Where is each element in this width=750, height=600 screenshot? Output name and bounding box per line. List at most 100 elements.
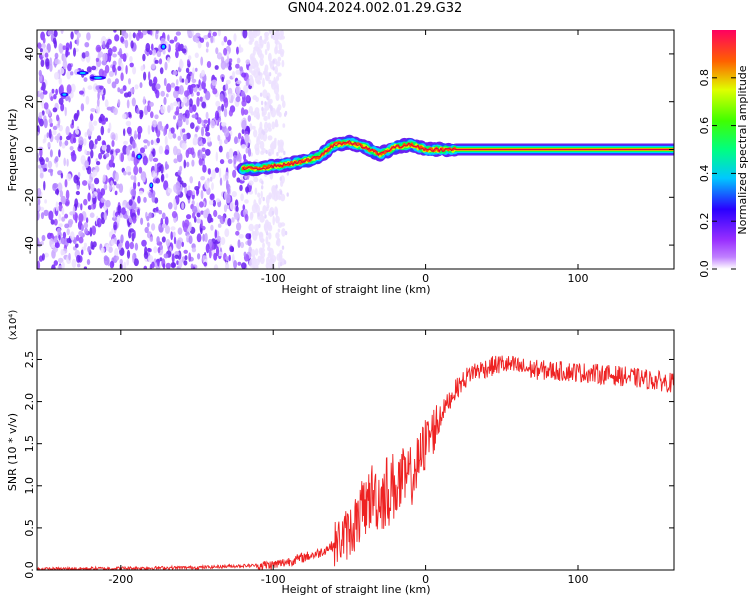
heatmap-cell: [259, 210, 264, 217]
heatmap-cell: [132, 216, 137, 224]
heatmap-cell: [150, 139, 154, 145]
heatmap-cell: [265, 149, 268, 155]
heatmap-cell: [279, 141, 284, 152]
heatmap-cell: [218, 145, 223, 153]
heatmap-cell: [93, 120, 98, 126]
heatmap-cell: [216, 52, 223, 60]
heatmap-cell: [277, 145, 281, 154]
heatmap-cell: [153, 76, 158, 85]
heatmap-cell: [143, 265, 148, 269]
heatmap-cell: [228, 254, 231, 262]
heatmap-cell: [58, 149, 61, 158]
heatmap-cell: [223, 204, 228, 213]
figure-title: GN04.2024.002.01.29.G32: [287, 1, 463, 16]
heatmap-cell: [82, 138, 87, 146]
heatmap-cell: [205, 148, 211, 156]
heatmap-cell: [121, 207, 126, 215]
heatmap-cell: [40, 99, 44, 107]
heatmap-cell: [240, 107, 245, 116]
heatmap-cell: [271, 255, 277, 263]
heatmap-cell: [259, 53, 264, 60]
heatmap-cell: [89, 113, 94, 122]
heatmap-cell: [280, 222, 286, 227]
heatmap-cell: [160, 164, 164, 174]
heatmap-cell: [254, 143, 260, 152]
heatmap-cell: [106, 106, 113, 111]
heatmap-cell: [252, 65, 256, 70]
heatmap-cell: [258, 197, 262, 205]
heatmap-cell: [152, 157, 159, 162]
heatmap-cell: [233, 136, 238, 145]
heatmap-cell: [197, 253, 201, 260]
heatmap-cell: [100, 188, 106, 196]
heatmap-cell: [53, 237, 58, 243]
heatmap-cell: [52, 129, 57, 136]
heatmap-cell: [123, 140, 129, 146]
heatmap-cell: [43, 102, 49, 110]
heatmap-cell: [39, 158, 45, 166]
heatmap-cell: [224, 139, 228, 145]
heatmap-cell: [266, 231, 269, 236]
heatmap-cell: [184, 255, 188, 261]
heatmap-cell: [205, 132, 211, 137]
heatmap-cell: [268, 232, 272, 240]
heatmap-cell: [177, 176, 182, 183]
ridge-line-layer: [242, 140, 674, 171]
heatmap-cell: [264, 214, 267, 219]
heatmap-cell: [140, 147, 145, 154]
heatmap-cell: [222, 214, 226, 222]
heatmap-cell: [66, 51, 70, 56]
heatmap-cell: [70, 83, 76, 93]
heatmap-cell: [272, 186, 277, 195]
heatmap-cell: [152, 148, 156, 158]
heatmap-cell: [258, 223, 261, 229]
heatmap-cell: [113, 181, 117, 186]
heatmap-cell: [237, 132, 242, 140]
heatmap-cell: [131, 150, 135, 159]
heatmap-cell: [235, 63, 240, 69]
heatmap-cell: [60, 249, 64, 256]
heatmap-cell: [55, 201, 59, 212]
heatmap-cell: [271, 121, 276, 130]
heatmap-cell: [69, 211, 74, 216]
heatmap-cell: [130, 175, 135, 180]
heatmap-cell: [80, 203, 83, 211]
heatmap-cell: [192, 212, 196, 219]
heatmap-cell: [84, 160, 89, 169]
heatmap-cell: [268, 151, 271, 156]
heatmap-cell: [220, 122, 227, 127]
heatmap-cell: [215, 47, 219, 55]
colorbar: 0.0 0.2 0.4 0.6 0.8 Normalized spectral ampl…: [698, 30, 749, 278]
spectrogram-y-tick-label: -40: [23, 236, 36, 254]
heatmap-cell: [37, 237, 40, 247]
snr-y-tick-label: 1.0: [23, 477, 36, 495]
heatmap-cell: [97, 91, 100, 100]
heatmap-cell: [149, 101, 154, 107]
heatmap-cell: [190, 122, 195, 129]
heatmap-cell: [202, 233, 206, 242]
heatmap-cell: [172, 133, 177, 139]
heatmap-cell: [174, 86, 180, 92]
heatmap-cell: [101, 120, 106, 125]
heatmap-cell: [165, 262, 171, 269]
heatmap-cell: [142, 96, 146, 106]
heatmap-cell: [186, 161, 190, 168]
heatmap-cell: [176, 148, 181, 156]
heatmap-cell: [39, 48, 43, 53]
heatmap-cell: [237, 239, 241, 249]
heatmap-cell: [245, 59, 251, 65]
heatmap-cell: [58, 204, 63, 212]
heatmap-cell: [231, 191, 237, 198]
heatmap-cell: [130, 188, 137, 197]
heatmap-cell: [275, 93, 280, 101]
heatmap-cell: [264, 31, 270, 37]
heatmap-cell: [143, 71, 147, 81]
heatmap-cell: [59, 44, 64, 54]
heatmap-cell: [160, 90, 165, 97]
heatmap-cell: [279, 190, 283, 195]
heatmap-cell: [206, 124, 210, 132]
heatmap-cell: [236, 153, 242, 162]
heatmap-cell: [60, 103, 65, 112]
heatmap-cell: [84, 132, 88, 138]
heatmap-cell: [268, 98, 273, 105]
